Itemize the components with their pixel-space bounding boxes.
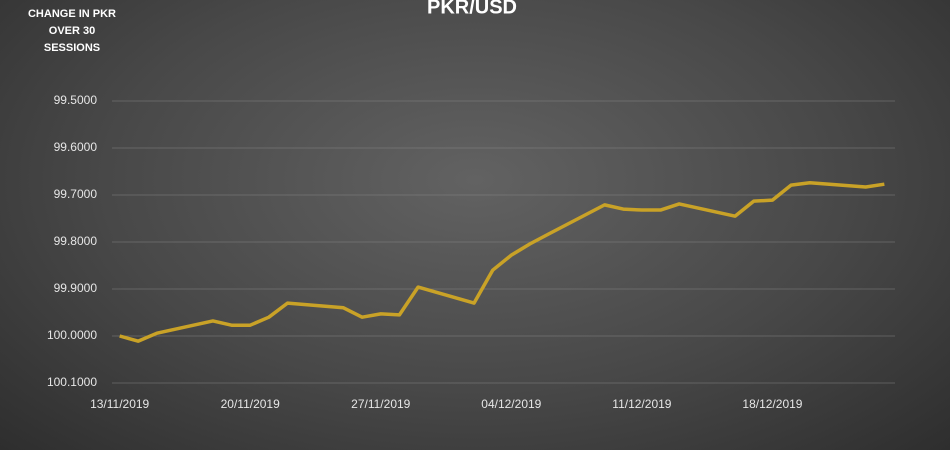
x-tick-label: 18/12/2019 (742, 397, 802, 411)
line (119, 181, 885, 343)
y-tick-label: 99.8000 (54, 234, 98, 248)
y-tick-label: 99.7000 (54, 187, 98, 201)
y-tick-label: 100.0000 (47, 328, 97, 342)
y-tick-label: 99.5000 (54, 93, 98, 107)
x-tick-label: 04/12/2019 (481, 397, 541, 411)
chart-title: PKR/USD (427, 0, 517, 18)
x-tick-label: 13/11/2019 (90, 397, 149, 411)
y-tick-label: 99.9000 (54, 281, 98, 295)
x-tick-label: 11/12/2019 (612, 397, 671, 411)
y-tick-label: 99.6000 (54, 140, 98, 154)
x-tick-label: 27/11/2019 (351, 397, 410, 411)
y-tick-label: 100.1000 (47, 375, 97, 389)
y-axis-label: CHANGE IN PKR OVER 30 SESSIONS (27, 8, 116, 54)
x-tick-label: 20/11/2019 (221, 397, 280, 411)
